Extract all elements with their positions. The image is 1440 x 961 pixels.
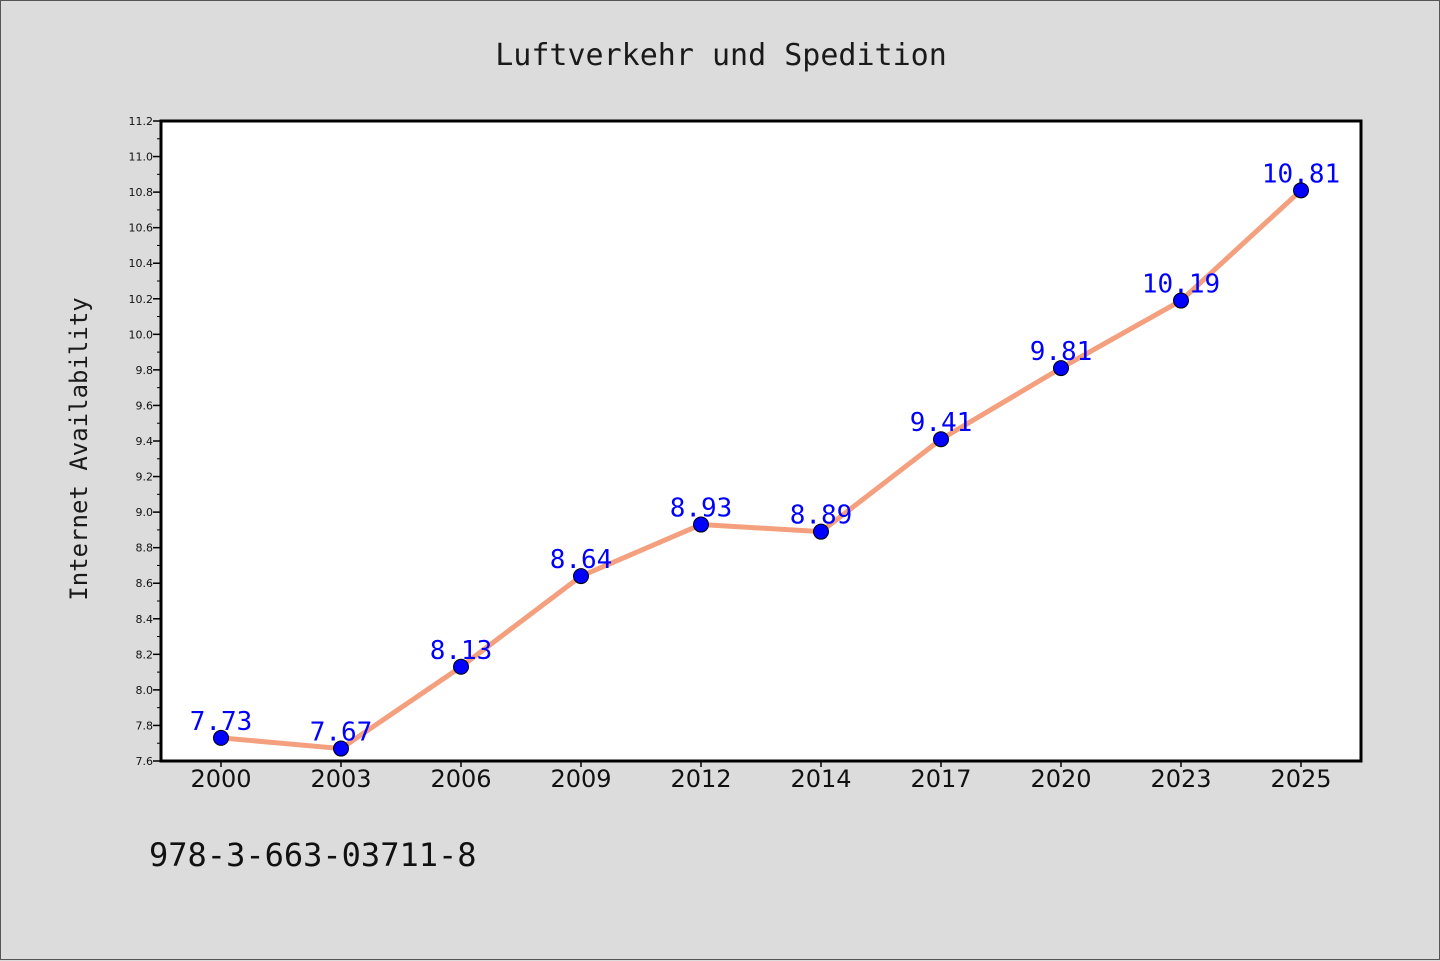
- data-point: [813, 523, 829, 540]
- y-tick-label: 7.8: [136, 719, 154, 732]
- y-tick-label: 8.8: [136, 542, 154, 555]
- x-tick-label: 2006: [430, 765, 491, 793]
- x-tick-label: 2003: [310, 765, 371, 793]
- x-axis-ticks: 2000 2003 2006 2009 2012 2014 2017 2020 2023 2025: [190, 761, 1332, 793]
- data-point: [453, 658, 469, 675]
- y-tick-label: 10.8: [129, 186, 154, 199]
- data-label: 7.67: [310, 718, 373, 748]
- y-tick-label: 8.0: [136, 684, 154, 697]
- y-axis-ticks: 7.6 7.8 8.0 8.2 8.4 8.6 8.8 9.0 9.2 9.4 9.6 9.8 10.0…: [129, 115, 161, 768]
- data-label: 9.81: [1030, 337, 1093, 367]
- y-tick-label: 10.4: [129, 257, 154, 270]
- y-tick-label: 8.2: [136, 648, 154, 661]
- y-axis-label: Internet Availability: [65, 297, 93, 600]
- y-tick-label: 9.4: [136, 435, 154, 448]
- y-tick-label: 9.0: [136, 506, 154, 519]
- data-point: [573, 568, 589, 585]
- data-point: [333, 740, 349, 757]
- y-tick-label: 10.6: [129, 222, 154, 235]
- data-point: [1053, 360, 1069, 377]
- y-tick-label: 8.4: [136, 613, 154, 626]
- data-point: [1293, 182, 1309, 199]
- x-tick-label: 2000: [190, 765, 251, 793]
- x-tick-label: 2009: [550, 765, 611, 793]
- data-point: [213, 729, 229, 746]
- series-group: 7.73 7.67 8.13 8.64 8.93 8.89 9.41 9.81 10.19 10.…: [190, 159, 1340, 757]
- data-label: 8.64: [550, 545, 613, 575]
- chart-title: Luftverkehr und Spedition: [495, 38, 947, 73]
- data-label: 9.41: [910, 408, 973, 438]
- data-label: 8.93: [670, 494, 733, 524]
- x-tick-label: 2017: [910, 765, 971, 793]
- data-point: [1173, 292, 1189, 309]
- y-tick-label: 9.2: [136, 471, 154, 484]
- y-tick-label: 9.8: [136, 364, 154, 377]
- y-tick-label: 8.6: [136, 577, 154, 590]
- data-label: 8.89: [790, 501, 853, 531]
- y-tick-label: 11.2: [129, 115, 154, 128]
- isbn-label: 978-3-663-03711-8: [149, 836, 477, 874]
- x-tick-label: 2014: [790, 765, 851, 793]
- data-label: 7.73: [190, 707, 253, 737]
- x-tick-label: 2023: [1150, 765, 1211, 793]
- data-point: [693, 516, 709, 533]
- y-tick-label: 7.6: [136, 755, 154, 768]
- data-label: 10.81: [1262, 159, 1340, 189]
- data-point: [933, 431, 949, 448]
- x-tick-label: 2020: [1030, 765, 1091, 793]
- series-line: [218, 187, 1304, 752]
- data-label: 10.19: [1142, 270, 1220, 300]
- x-tick-label: 2025: [1270, 765, 1331, 793]
- plot-area: [159, 119, 1363, 763]
- y-tick-label: 10.0: [129, 328, 154, 341]
- data-label: 8.13: [430, 636, 493, 666]
- y-tick-label: 10.2: [129, 293, 154, 306]
- y-tick-label: 11.0: [129, 151, 154, 164]
- y-tick-label: 9.6: [136, 399, 154, 412]
- x-tick-label: 2012: [670, 765, 731, 793]
